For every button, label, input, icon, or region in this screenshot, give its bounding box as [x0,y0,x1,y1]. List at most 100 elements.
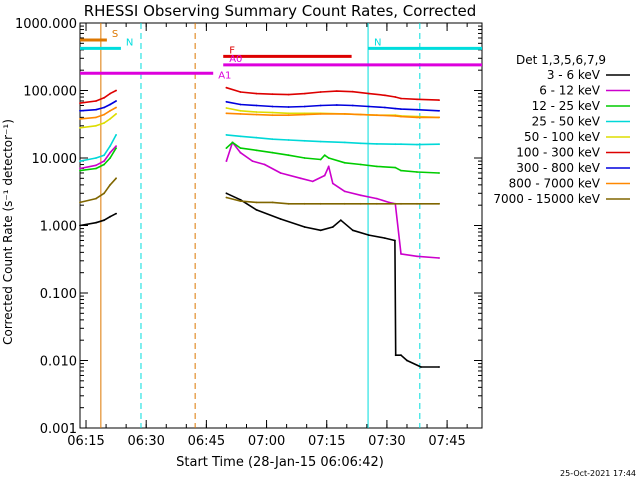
series-line [226,86,440,101]
data-point [109,109,111,112]
data-point [351,104,354,107]
data-point [239,91,242,93]
x-tick-label: 07:30 [368,434,405,449]
data-point [438,172,440,174]
data-point [109,151,111,154]
data-point [400,108,402,110]
data-point [400,354,402,357]
data-point [95,100,97,102]
data-point [103,163,105,166]
data-point [79,167,81,170]
data-point [115,147,117,150]
data-point [400,169,402,172]
data-point [416,108,418,111]
x-tick-label: 07:00 [248,434,285,449]
data-point [420,366,422,368]
data-point [343,113,346,115]
data-point [95,197,97,200]
data-point [225,160,228,163]
data-point [263,163,266,166]
data-point [255,209,258,211]
data-point [287,139,290,141]
data-point [438,99,440,101]
data-point [438,366,440,368]
data-point [115,134,117,136]
legend-label: 3 - 6 keV [547,68,601,82]
data-point [79,201,81,204]
data-point [368,92,370,95]
data-point [279,218,282,220]
legend-label: 6 - 12 keV [539,84,601,98]
data-point [438,257,440,259]
data-point [299,177,302,180]
data-point [287,106,290,108]
data-point [327,165,330,168]
data-point [271,93,274,96]
data-point [343,202,346,205]
data-point [303,157,306,159]
legend-label: 12 - 25 keV [532,99,601,113]
plot-area: 1000.000 100.000 10.000 1.000 0.100 0.010 0.00… [15,17,483,449]
legend-label: 300 - 800 keV [516,161,600,175]
series-line [79,89,117,104]
data-point [225,134,228,136]
data-point [79,169,81,172]
data-point [335,90,338,92]
data-point [359,142,362,145]
data-point [109,103,111,106]
chart-title: RHESSI Observing Summary Count Rates, Co… [84,2,477,20]
data-point [303,92,306,95]
data-point [239,151,242,154]
data-point [416,143,418,146]
data-point [376,202,378,205]
data-point [438,109,440,112]
data-point [335,104,338,106]
data-point [239,103,242,106]
data-point [319,104,322,107]
data-point [384,94,386,97]
data-point [376,114,378,117]
data-point [351,90,354,93]
series-line [79,212,117,227]
data-point [79,118,81,120]
data-point [255,201,258,204]
series-line [226,112,440,119]
y-tick-label: 0.100 [40,287,77,302]
data-point [225,147,228,150]
data-point [79,126,81,129]
y-axis-label: Corrected Count Rate (s⁻¹ detector⁻¹) [1,119,15,345]
data-point [271,138,274,141]
data-point [95,116,97,119]
data-point [388,201,390,204]
data-point [287,114,290,117]
data-point [239,135,242,138]
data-point [400,115,402,118]
data-point [115,106,117,109]
data-point [416,171,418,173]
data-point [331,182,334,185]
data-point [239,113,242,115]
data-point [303,226,306,228]
footer-date: 25-Oct-2021 17:44 [560,469,636,478]
legend-label: 100 - 300 keV [516,146,600,160]
data-point [115,89,117,92]
series-line [226,192,440,368]
data-point [319,158,322,161]
data-point [438,202,440,205]
legend-label: 800 - 7000 keV [509,177,601,191]
data-point [394,115,397,117]
data-point [438,143,440,146]
data-point [255,136,258,139]
data-point [319,202,322,205]
data-point [79,102,81,104]
data-point [95,157,97,159]
data-point [311,180,314,183]
data-point [239,109,242,112]
series-line [226,101,440,112]
data-point [231,141,234,144]
data-point [279,172,282,174]
data-point [406,359,408,362]
series-line [226,134,440,146]
